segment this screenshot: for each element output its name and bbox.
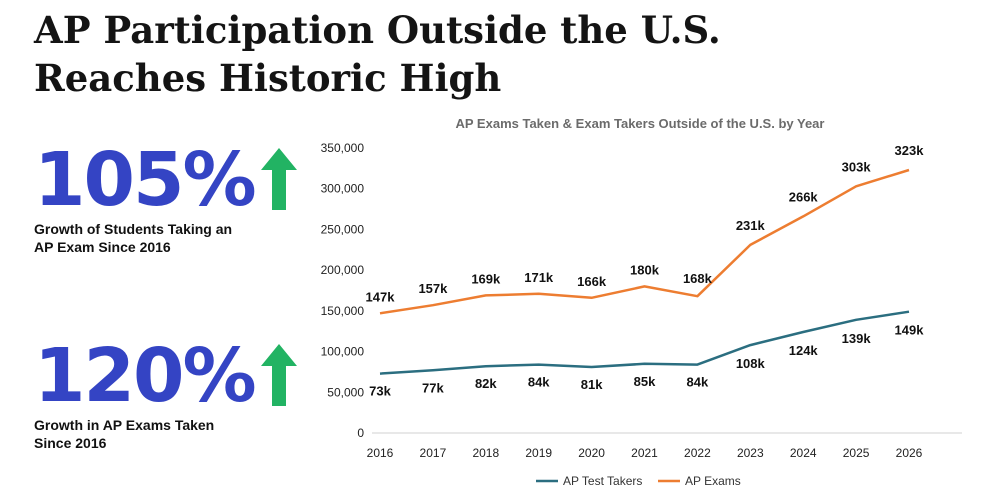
y-tick-label: 100,000 — [321, 345, 365, 359]
x-tick-label: 2016 — [367, 446, 394, 460]
arrow-up-icon — [260, 344, 297, 406]
data-label: 323k — [895, 143, 925, 158]
data-label: 85k — [634, 374, 656, 389]
x-tick-label: 2021 — [631, 446, 658, 460]
data-label: 84k — [528, 375, 550, 390]
stat-caption: Growth in AP Exams Taken Since 2016 — [34, 416, 297, 452]
data-label: 81k — [581, 377, 603, 392]
stat-caption-line: Since 2016 — [34, 435, 107, 451]
data-label: 108k — [736, 356, 766, 371]
stat-students-growth: 105% Growth of Students Taking an AP Exa… — [34, 140, 297, 256]
data-label: 124k — [789, 343, 819, 358]
data-label: 157k — [418, 281, 448, 296]
x-tick-label: 2024 — [790, 446, 817, 460]
stat-exams-growth: 120% Growth in AP Exams Taken Since 2016 — [34, 336, 297, 452]
data-label: 149k — [895, 323, 925, 338]
data-label: 231k — [736, 218, 766, 233]
series-line-exams — [379, 168, 910, 315]
data-label: 73k — [369, 384, 391, 399]
x-tick-label: 2023 — [737, 446, 764, 460]
stat-value: 120% — [34, 333, 257, 419]
data-label: 84k — [687, 375, 709, 390]
y-tick-label: 150,000 — [321, 304, 365, 318]
data-label: 169k — [471, 271, 501, 286]
data-label: 266k — [789, 189, 819, 204]
x-tick-label: 2017 — [420, 446, 447, 460]
data-label: 82k — [475, 376, 497, 391]
data-label: 168k — [683, 271, 713, 286]
data-label: 139k — [842, 331, 872, 346]
x-tick-label: 2018 — [472, 446, 499, 460]
y-tick-label: 300,000 — [321, 182, 365, 196]
data-label: 166k — [577, 274, 607, 289]
y-tick-label: 350,000 — [321, 141, 365, 155]
x-tick-label: 2026 — [896, 446, 923, 460]
y-tick-label: 200,000 — [321, 263, 365, 277]
data-label: 180k — [630, 262, 660, 277]
stat-caption: Growth of Students Taking an AP Exam Sin… — [34, 220, 297, 256]
stat-value: 105% — [34, 137, 257, 223]
y-tick-label: 0 — [357, 426, 364, 440]
data-label: 77k — [422, 380, 444, 395]
stat-caption-line: Growth in AP Exams Taken — [34, 417, 215, 433]
line-chart: AP Exams Taken & Exam Takers Outside of … — [321, 116, 962, 488]
x-tick-label: 2019 — [525, 446, 552, 460]
y-tick-label: 250,000 — [321, 222, 365, 236]
x-tick-label: 2025 — [843, 446, 870, 460]
x-tick-label: 2020 — [578, 446, 605, 460]
y-tick-label: 50,000 — [327, 385, 364, 399]
series-line-test-takers — [379, 310, 910, 375]
data-label: 147k — [366, 289, 396, 304]
legend-label: AP Test Takers — [563, 474, 642, 488]
chart-title: AP Exams Taken & Exam Takers Outside of … — [456, 116, 825, 131]
x-tick-label: 2022 — [684, 446, 711, 460]
stat-caption-line: Growth of Students Taking an — [34, 221, 233, 237]
data-label: 303k — [842, 159, 872, 174]
stat-caption-line: AP Exam Since 2016 — [34, 239, 171, 255]
arrow-up-icon — [260, 148, 297, 210]
data-label: 171k — [524, 270, 554, 285]
page-title: AP Participation Outside the U.S. Reache… — [34, 8, 721, 100]
legend-label: AP Exams — [685, 474, 741, 488]
